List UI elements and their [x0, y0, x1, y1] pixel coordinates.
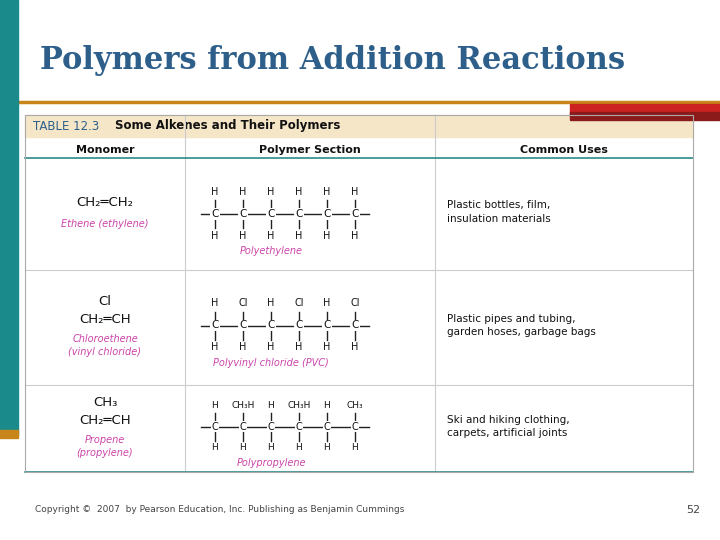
Text: H: H	[267, 187, 275, 197]
Text: Cl: Cl	[238, 299, 248, 308]
Text: C: C	[267, 209, 275, 219]
Text: H: H	[267, 299, 275, 308]
Text: H: H	[211, 231, 219, 241]
Text: Polyethylene: Polyethylene	[240, 246, 302, 256]
Text: C: C	[240, 422, 246, 431]
Text: H: H	[323, 401, 330, 409]
Text: H: H	[295, 187, 302, 197]
Text: C: C	[239, 321, 247, 330]
Bar	[25, 115, 693, 472]
Text: C: C	[267, 321, 275, 330]
Text: CH₃: CH₃	[93, 396, 117, 409]
Text: H: H	[240, 443, 246, 453]
Text: C: C	[323, 422, 330, 431]
Text: C: C	[212, 422, 218, 431]
Text: Cl: Cl	[99, 295, 112, 308]
Text: H: H	[351, 231, 359, 241]
Text: H: H	[212, 401, 218, 409]
Text: H: H	[295, 342, 302, 353]
Text: C: C	[351, 422, 359, 431]
Text: H: H	[239, 342, 247, 353]
Text: TABLE 12.3: TABLE 12.3	[33, 119, 99, 132]
Text: C: C	[211, 321, 219, 330]
Text: CH₃: CH₃	[347, 401, 364, 409]
Text: C: C	[296, 422, 302, 431]
Text: Polymer Section: Polymer Section	[259, 145, 361, 155]
Text: H: H	[211, 299, 219, 308]
Text: H: H	[323, 187, 330, 197]
Text: Common Uses: Common Uses	[520, 145, 608, 155]
Text: H: H	[323, 299, 330, 308]
Text: H: H	[211, 187, 219, 197]
Text: Plastic pipes and tubing,
garden hoses, garbage bags: Plastic pipes and tubing, garden hoses, …	[447, 314, 596, 337]
Text: H: H	[323, 443, 330, 453]
Text: H: H	[351, 342, 359, 353]
Text: C: C	[295, 209, 302, 219]
Text: H: H	[323, 342, 330, 353]
Text: H: H	[239, 231, 247, 241]
Text: Ethene (ethylene): Ethene (ethylene)	[61, 219, 149, 229]
Text: H: H	[267, 231, 275, 241]
Text: H: H	[295, 231, 302, 241]
Text: C: C	[295, 321, 302, 330]
Text: Plastic bottles, film,
insulation materials: Plastic bottles, film, insulation materi…	[447, 200, 551, 224]
Bar	[0, 0, 18, 435]
Text: H: H	[268, 401, 274, 409]
Text: 52: 52	[686, 505, 700, 515]
Text: CH₃H: CH₃H	[231, 401, 255, 409]
Text: H: H	[268, 443, 274, 453]
Text: H: H	[239, 187, 247, 197]
Text: Propene
(propylene): Propene (propylene)	[77, 435, 133, 458]
Text: C: C	[211, 209, 219, 219]
Text: CH₂═CH: CH₂═CH	[79, 414, 131, 427]
Text: Ski and hiking clothing,
carpets, artificial joints: Ski and hiking clothing, carpets, artifi…	[447, 415, 570, 438]
Text: Some Alkenes and Their Polymers: Some Alkenes and Their Polymers	[115, 119, 341, 132]
Text: C: C	[239, 209, 247, 219]
Text: H: H	[211, 342, 219, 353]
Text: CH₂═CH: CH₂═CH	[79, 313, 131, 326]
Text: CH₃H: CH₃H	[287, 401, 311, 409]
Bar	[570, 112, 720, 120]
Text: Polyvinyl chloride (PVC): Polyvinyl chloride (PVC)	[213, 357, 329, 368]
Bar	[0, 430, 18, 438]
Text: C: C	[323, 321, 330, 330]
Text: Cl: Cl	[350, 299, 360, 308]
Text: Cl: Cl	[294, 299, 304, 308]
Text: H: H	[267, 342, 275, 353]
Text: C: C	[351, 209, 359, 219]
Text: C: C	[268, 422, 274, 431]
Text: H: H	[212, 443, 218, 453]
Text: H: H	[351, 443, 359, 453]
Text: Monomer: Monomer	[76, 145, 135, 155]
Text: H: H	[351, 187, 359, 197]
Text: C: C	[323, 209, 330, 219]
Bar	[25, 115, 693, 137]
Text: CH₂═CH₂: CH₂═CH₂	[76, 195, 133, 208]
Text: H: H	[296, 443, 302, 453]
Text: Chloroethene
(vinyl chloride): Chloroethene (vinyl chloride)	[68, 334, 142, 357]
Text: H: H	[323, 231, 330, 241]
Text: C: C	[351, 321, 359, 330]
Text: Copyright ©  2007  by Pearson Education, Inc. Publishing as Benjamin Cummings: Copyright © 2007 by Pearson Education, I…	[35, 505, 405, 515]
Text: Polypropylene: Polypropylene	[236, 458, 306, 469]
Text: Polymers from Addition Reactions: Polymers from Addition Reactions	[40, 44, 625, 76]
Bar	[570, 104, 720, 116]
